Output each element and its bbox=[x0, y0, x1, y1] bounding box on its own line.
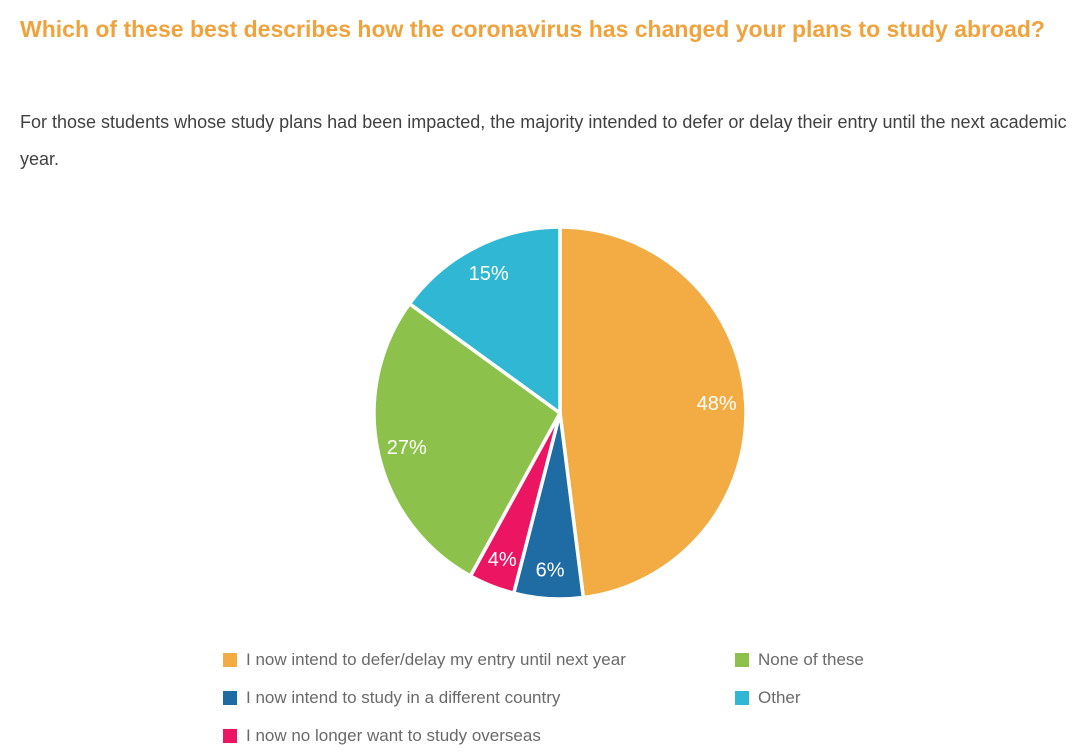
legend-label: None of these bbox=[758, 650, 864, 669]
page-title: Which of these best describes how the co… bbox=[20, 16, 1045, 42]
pie-data-label: 15% bbox=[469, 263, 509, 285]
legend-label: I now intend to defer/delay my entry unt… bbox=[246, 650, 626, 669]
pie-data-label: 6% bbox=[536, 560, 565, 582]
pie-data-label: 48% bbox=[697, 393, 737, 415]
legend-item: Other bbox=[735, 679, 864, 717]
pie-slice-0 bbox=[558, 225, 748, 600]
pie-data-label: 4% bbox=[488, 549, 517, 571]
legend-item: I now no longer want to study overseas bbox=[223, 717, 626, 752]
legend-item: I now intend to defer/delay my entry unt… bbox=[223, 641, 626, 679]
pie-chart: 48% 6% 4% 27% 15% bbox=[372, 225, 748, 601]
legend-column-1: None of these Other bbox=[735, 641, 864, 717]
legend-label: I now no longer want to study overseas bbox=[246, 726, 541, 745]
legend-swatch-icon bbox=[735, 653, 749, 667]
page-subtitle: For those students whose study plans had… bbox=[20, 112, 1067, 169]
legend-swatch-icon bbox=[223, 653, 237, 667]
legend-label: Other bbox=[758, 688, 801, 707]
pie-slice-4 bbox=[407, 225, 562, 415]
pie-data-label: 27% bbox=[387, 437, 427, 459]
legend-swatch-icon bbox=[223, 729, 237, 743]
pie-slice-3 bbox=[372, 301, 562, 578]
legend-column-0: I now intend to defer/delay my entry unt… bbox=[223, 641, 626, 752]
legend-item: I now intend to study in a different cou… bbox=[223, 679, 626, 717]
legend-swatch-icon bbox=[735, 691, 749, 705]
legend-item: None of these bbox=[735, 641, 864, 679]
legend-label: I now intend to study in a different cou… bbox=[246, 688, 561, 707]
chart-legend: I now intend to defer/delay my entry unt… bbox=[0, 641, 1080, 752]
legend-swatch-icon bbox=[223, 691, 237, 705]
